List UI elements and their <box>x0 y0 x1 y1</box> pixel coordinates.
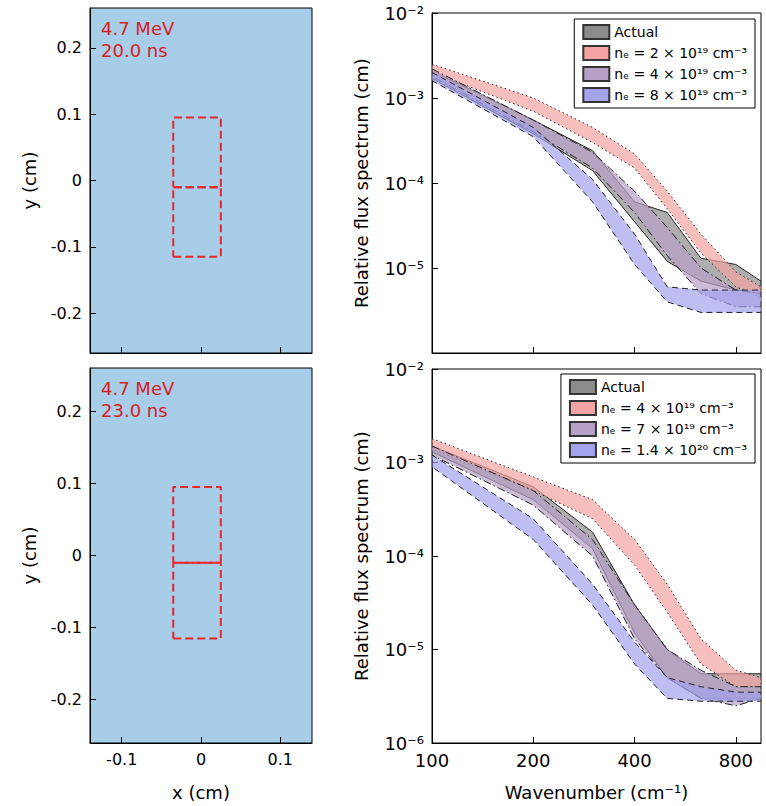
svg-text:nₑ = 8 × 10¹⁹ cm⁻³: nₑ = 8 × 10¹⁹ cm⁻³ <box>614 87 747 103</box>
svg-text:-0.1: -0.1 <box>51 237 82 256</box>
svg-text:0: 0 <box>196 750 206 769</box>
svg-text:200: 200 <box>516 750 550 771</box>
svg-text:10⁻³: 10⁻³ <box>384 88 424 109</box>
svg-text:-0.1: -0.1 <box>106 750 137 769</box>
svg-text:10⁻⁴: 10⁻⁴ <box>384 173 424 194</box>
svg-text:nₑ = 2 × 10¹⁹ cm⁻³: nₑ = 2 × 10¹⁹ cm⁻³ <box>614 45 747 61</box>
svg-text:400: 400 <box>617 750 651 771</box>
svg-text:10⁻⁶: 10⁻⁶ <box>384 732 424 754</box>
svg-text:Relative flux spectrum (cm): Relative flux spectrum (cm) <box>351 58 372 308</box>
svg-text:Actual: Actual <box>601 379 645 395</box>
svg-text:0.1: 0.1 <box>57 105 82 124</box>
svg-text:x (cm): x (cm) <box>172 782 230 803</box>
svg-text:800: 800 <box>719 750 753 771</box>
svg-text:Actual: Actual <box>614 24 658 40</box>
svg-text:0: 0 <box>72 171 82 190</box>
svg-text:10⁻²: 10⁻² <box>384 360 424 380</box>
svg-text:4.7 MeV: 4.7 MeV <box>101 18 175 39</box>
svg-text:nₑ = 4 × 10¹⁹ cm⁻³: nₑ = 4 × 10¹⁹ cm⁻³ <box>614 66 747 82</box>
svg-text:10⁻⁵: 10⁻⁵ <box>384 639 424 660</box>
svg-text:0.2: 0.2 <box>57 402 82 421</box>
svg-text:Relative flux spectrum (cm): Relative flux spectrum (cm) <box>351 431 372 681</box>
svg-text:Wavenumber (cm⁻¹): Wavenumber (cm⁻¹) <box>505 782 689 803</box>
svg-text:10⁻⁵: 10⁻⁵ <box>384 258 424 279</box>
svg-text:y (cm): y (cm) <box>19 527 40 585</box>
svg-text:-0.1: -0.1 <box>51 618 82 637</box>
svg-text:nₑ = 1.4 × 10²⁰ cm⁻³: nₑ = 1.4 × 10²⁰ cm⁻³ <box>601 442 747 458</box>
svg-text:y (cm): y (cm) <box>19 152 40 210</box>
svg-text:0.1: 0.1 <box>57 474 82 493</box>
svg-text:0.1: 0.1 <box>268 750 293 769</box>
svg-text:0.2: 0.2 <box>57 38 82 57</box>
svg-text:0: 0 <box>72 546 82 565</box>
svg-text:nₑ = 4 × 10¹⁹ cm⁻³: nₑ = 4 × 10¹⁹ cm⁻³ <box>601 400 734 416</box>
svg-text:100: 100 <box>415 750 449 771</box>
svg-text:-0.2: -0.2 <box>51 304 82 323</box>
svg-text:10⁻⁴: 10⁻⁴ <box>384 546 424 567</box>
svg-text:-0.2: -0.2 <box>51 690 82 709</box>
svg-text:10⁻³: 10⁻³ <box>384 452 424 473</box>
svg-text:20.0 ns: 20.0 ns <box>101 40 168 61</box>
svg-text:4.7 MeV: 4.7 MeV <box>101 378 175 399</box>
svg-text:10⁻²: 10⁻² <box>384 3 424 24</box>
svg-text:nₑ = 7 × 10¹⁹ cm⁻³: nₑ = 7 × 10¹⁹ cm⁻³ <box>601 421 734 437</box>
svg-text:23.0 ns: 23.0 ns <box>101 400 168 421</box>
